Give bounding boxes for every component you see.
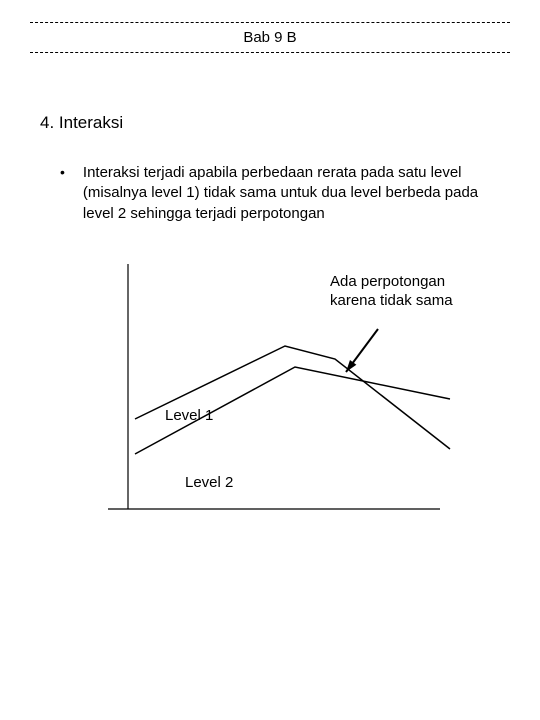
interaction-diagram: Ada perpotongan karena tidak sama Level … [120, 264, 480, 544]
annotation-line2: karena tidak sama [330, 292, 453, 309]
bottom-divider [30, 52, 510, 53]
level2-label: Level 2 [185, 474, 233, 491]
chapter-title: Bab 9 B [30, 25, 510, 50]
level1-label: Level 1 [165, 407, 213, 424]
section-heading: 4. Interaksi [40, 113, 510, 133]
top-divider [30, 22, 510, 23]
annotation-line1: Ada perpotongan [330, 273, 445, 290]
bullet-marker: • [60, 163, 65, 224]
bullet-item: • Interaksi terjadi apabila perbedaan re… [60, 163, 500, 224]
crossing-annotation: Ada perpotongan karena tidak sama [330, 272, 453, 311]
bullet-text: Interaksi terjadi apabila perbedaan rera… [83, 163, 500, 224]
